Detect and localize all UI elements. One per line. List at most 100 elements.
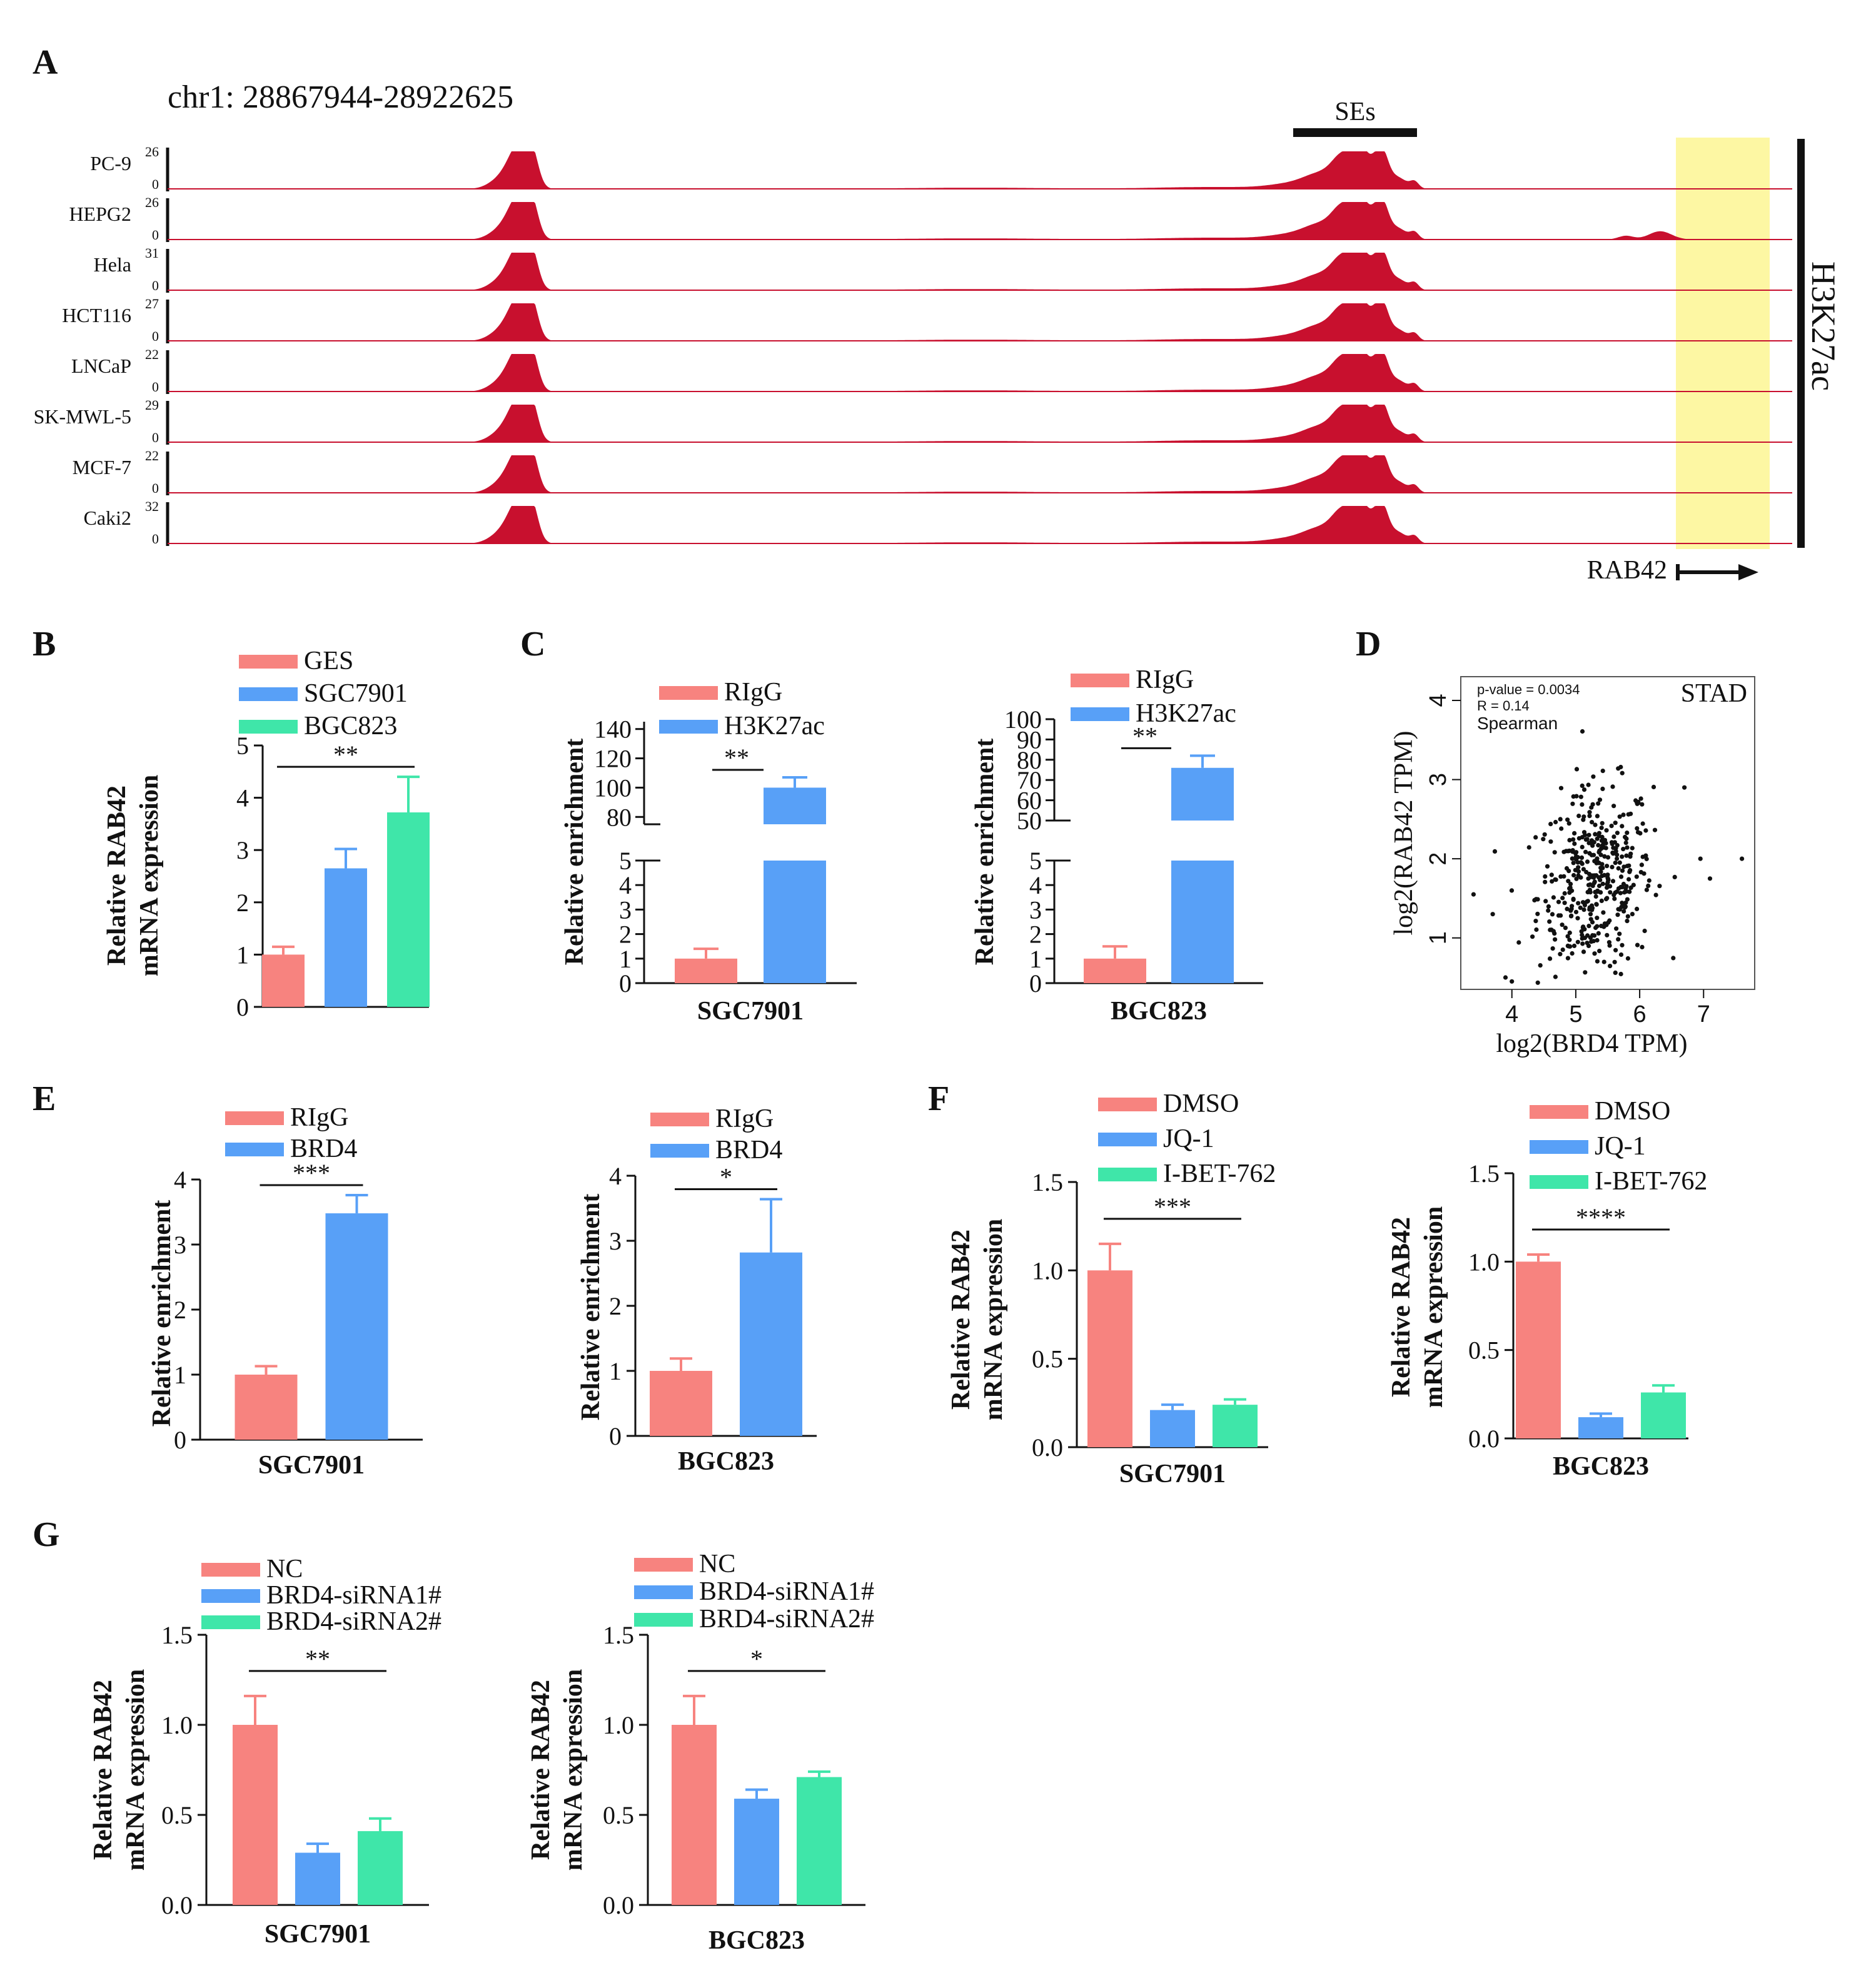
scatter-point — [1560, 922, 1565, 927]
scatter-point — [1576, 865, 1581, 870]
scatter-point — [1545, 864, 1550, 869]
track-name: HEPG2 — [69, 203, 131, 225]
scatter-point — [1616, 866, 1621, 871]
scatter-point — [1613, 861, 1618, 866]
track-min: 0 — [152, 176, 159, 192]
track-6: MCF-7 22 0 — [73, 448, 1792, 496]
scatter-point — [1569, 913, 1574, 918]
scatter-point — [1558, 817, 1563, 822]
y-axis-label: mRNA expression — [979, 1219, 1008, 1420]
scatter-point — [1640, 802, 1645, 807]
y-axis-label: Relative RAB42 — [527, 1680, 555, 1860]
scatter-point — [1586, 782, 1591, 787]
scatter-point — [1623, 841, 1628, 846]
y-axis-label: Relative enrichment — [148, 1200, 176, 1427]
bar — [675, 958, 737, 983]
scatter-point — [1610, 864, 1615, 869]
legend-label: BRD4-siRNA1# — [699, 1577, 874, 1606]
y-tick-label: 0.0 — [1468, 1425, 1500, 1453]
track-max: 29 — [145, 397, 159, 413]
panel-letter-A: A — [33, 43, 58, 82]
scatter-point — [1595, 814, 1600, 819]
y-tick-label: 140 — [594, 715, 632, 744]
track-5: SK-MWL-5 29 0 — [34, 397, 1792, 445]
legend-label: JQ-1 — [1595, 1132, 1646, 1161]
scatter-point — [1567, 890, 1572, 895]
scatter-point — [1595, 937, 1600, 943]
scatter-point — [1635, 942, 1640, 947]
x-axis-label: BGC823 — [1553, 1452, 1649, 1481]
scatter-point — [1634, 874, 1639, 879]
y-axis-label: Relative enrichment — [577, 1194, 605, 1421]
scatter-point — [1538, 963, 1543, 968]
scatter-point — [1618, 952, 1624, 957]
panel-letter-F: F — [928, 1079, 949, 1118]
scatter-point — [1643, 828, 1648, 833]
y-axis-label: Relative enrichment — [560, 739, 589, 966]
y-tick-label: 5 — [619, 847, 632, 875]
scatter-point — [1581, 924, 1586, 929]
legend-swatch — [201, 1563, 260, 1577]
scatter-point — [1579, 929, 1584, 934]
scatter-point — [1580, 835, 1585, 840]
scatter-point — [1626, 812, 1631, 817]
scatter-point — [1543, 874, 1548, 879]
scatter-point — [1599, 898, 1604, 903]
scatter-point — [1617, 931, 1622, 936]
bar — [1150, 1410, 1195, 1447]
scatter-point — [1581, 949, 1586, 954]
track-name: SK-MWL-5 — [34, 405, 131, 428]
scatter-point — [1614, 926, 1619, 931]
y-axis-label: Relative RAB42 — [1387, 1217, 1416, 1397]
bar — [1171, 767, 1234, 821]
scatter-point — [1607, 918, 1612, 923]
legend-swatch — [1098, 1098, 1157, 1111]
legend-swatch — [239, 655, 298, 669]
legend-label: RIgG — [724, 678, 782, 707]
legend-swatch — [1098, 1168, 1157, 1181]
scatter-point — [1598, 866, 1603, 871]
legend-swatch — [225, 1143, 284, 1156]
x-axis-label: SGC7901 — [258, 1451, 365, 1480]
legend-label: I-BET-762 — [1163, 1159, 1276, 1188]
y-tick-label: 4 — [619, 871, 632, 899]
scatter-point — [1635, 826, 1640, 831]
scatter-point — [1604, 828, 1609, 833]
scatter-point — [1580, 932, 1585, 937]
y-tick-label: 100 — [1004, 705, 1042, 734]
y-tick-label: 0.5 — [161, 1801, 193, 1829]
scatter-point — [1616, 886, 1621, 891]
scatter-point — [1620, 770, 1625, 775]
legend-label: I-BET-762 — [1595, 1167, 1707, 1196]
y-tick-label: 2 — [609, 1292, 622, 1320]
highlight-region — [1676, 138, 1770, 549]
legend-label: BRD4 — [715, 1136, 782, 1164]
y-tick-label: 0.0 — [161, 1891, 193, 1919]
bar-chart-F2: DMSO JQ-1 I-BET-762 Relative RAB42 mRNA expr… — [1387, 1097, 1707, 1481]
legend-swatch — [634, 1613, 693, 1627]
scatter-point — [1551, 929, 1556, 934]
scatter-point — [1618, 891, 1623, 896]
scatter-point — [1657, 884, 1662, 889]
y-tick-label: 1.0 — [1032, 1256, 1063, 1285]
scatter-point — [1532, 897, 1537, 902]
track-name: HCT116 — [62, 304, 131, 326]
scatter-point — [1596, 861, 1601, 866]
stat-text: p-value = 0.0034 — [1477, 682, 1580, 697]
scatter-point — [1492, 849, 1498, 854]
scatter-point — [1617, 814, 1622, 819]
scatter-point — [1571, 872, 1576, 878]
scatter-point — [1553, 974, 1558, 979]
scatter-point — [1625, 864, 1630, 869]
y-tick-label: 80 — [607, 803, 632, 831]
scatter-point — [1570, 801, 1575, 806]
scatter-point — [1617, 860, 1622, 865]
track-min: 0 — [152, 531, 159, 547]
scatter-point — [1624, 853, 1629, 858]
scatter-point — [1605, 932, 1610, 937]
legend-label: BRD4-siRNA2# — [699, 1605, 874, 1634]
scatter-point — [1620, 824, 1625, 829]
scatter-point — [1623, 904, 1628, 909]
bar — [358, 1831, 403, 1905]
